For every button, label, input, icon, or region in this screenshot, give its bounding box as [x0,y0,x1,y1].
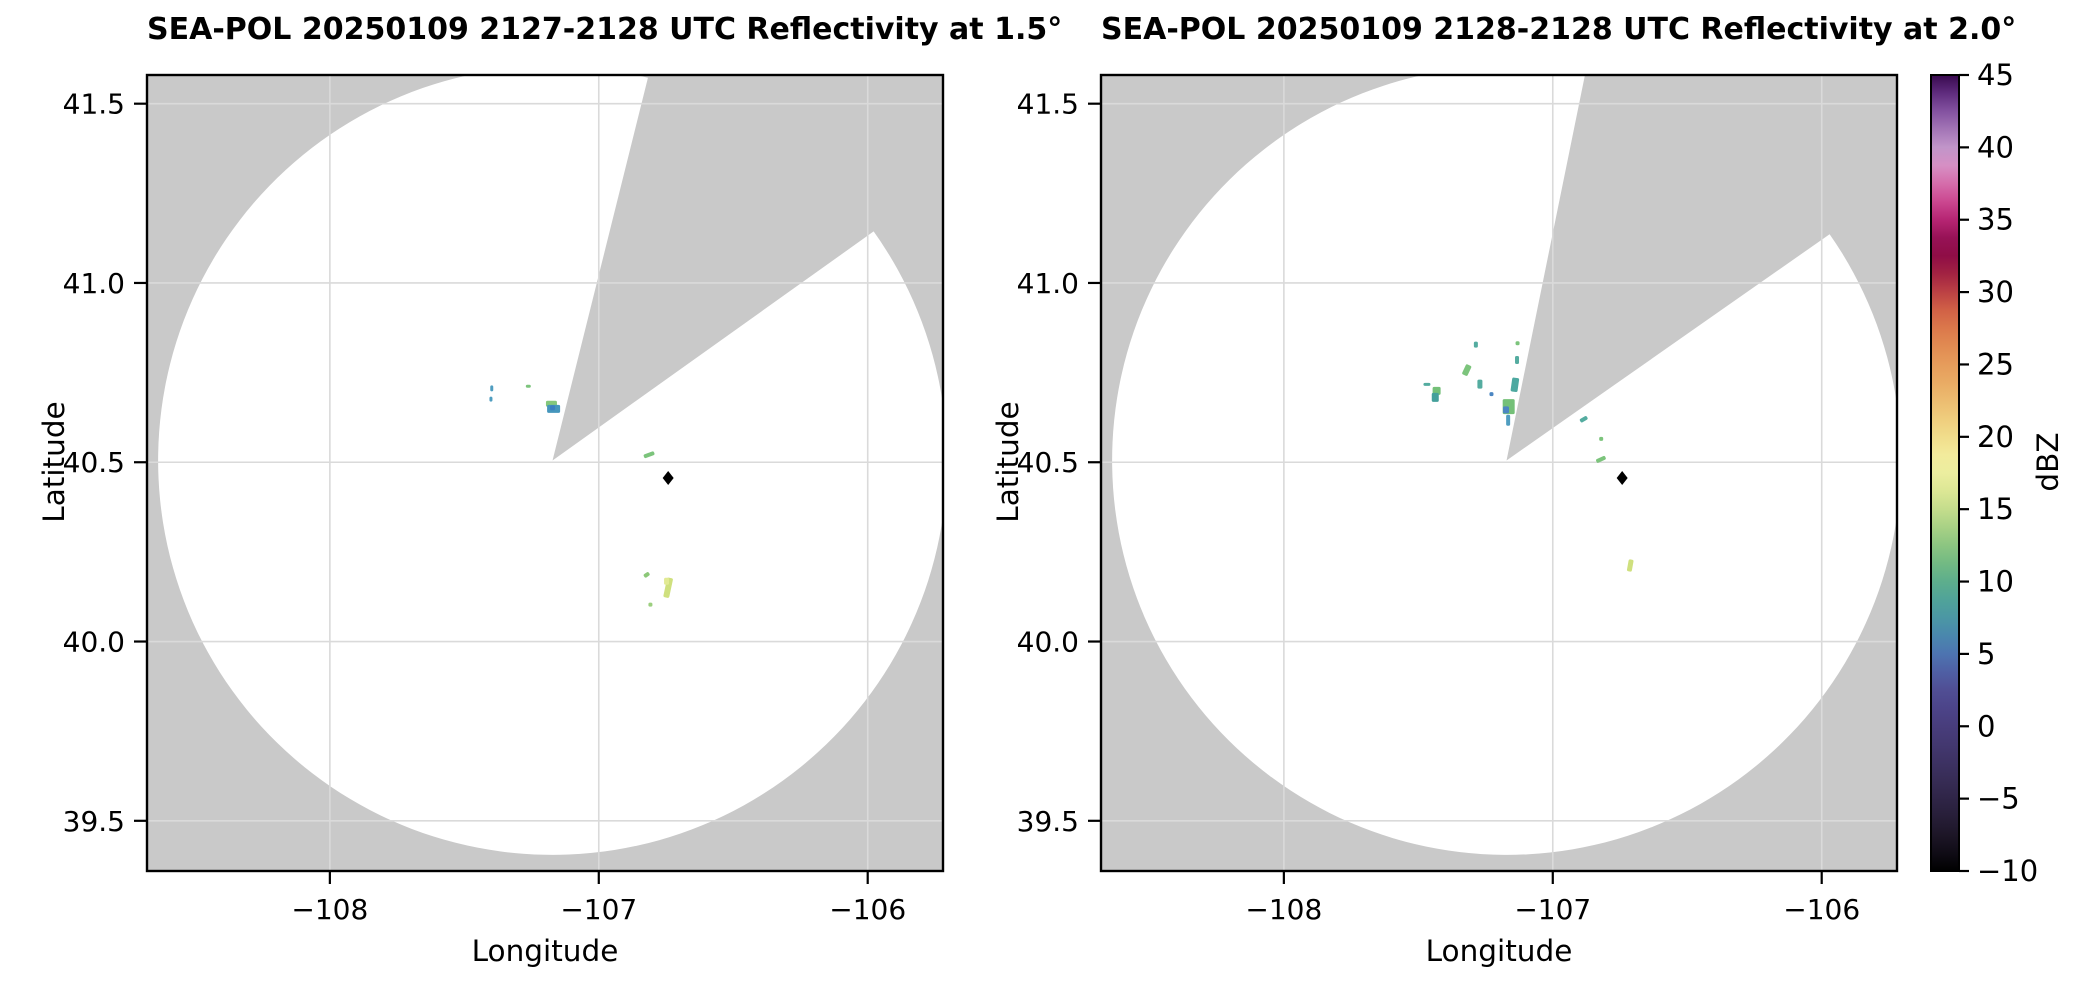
colorbar: 45 40 35 30 25 20 15 10 5 0 −5 −10 [1930,58,2038,888]
colorbar-tick-label: 35 [1977,203,2014,237]
y-tick-label: 41.5 [1017,88,1079,121]
plot-border [1099,73,1899,873]
x-tick-label: −106 [1783,893,1860,926]
echo-pixel [1510,377,1520,393]
site-marker-diamond [1616,471,1628,486]
echo-pixel [1462,364,1472,376]
echo-pixel [550,405,556,411]
echo-pixel [1596,455,1606,463]
x-tick-label: −107 [1514,893,1591,926]
colorbar-tick-label: 20 [1977,420,2014,454]
x-tick-label: −108 [1245,893,1322,926]
x-tick-label: −107 [560,893,637,926]
echo-pixel [643,572,650,578]
y-tick-label: 41.0 [1017,267,1079,300]
colorbar-tick-label: 45 [1977,58,2014,92]
echo-pixel [1473,341,1478,348]
y-tick-label: 40.5 [63,446,125,479]
y-tick-label: 40.0 [1017,626,1079,659]
echo-pixel [1431,392,1439,402]
x-axis-label-right: Longitude [1425,934,1573,968]
x-axis-label-left: Longitude [471,934,619,968]
colorbar-tick-label: 10 [1977,565,2014,599]
echo-pixel [489,396,493,402]
y-tick-label: 41.5 [63,88,125,121]
colorbar-tick-label: 15 [1977,492,2014,526]
colorbar-tick-label: 25 [1977,347,2014,381]
echo-pixel [1506,414,1511,426]
echo-pixel [525,384,531,388]
colorbar-tick-label: 5 [1977,637,1995,671]
echo-pixel [664,577,670,585]
radar-coverage-area [1112,75,1897,855]
echo-pixel [1489,392,1494,397]
site-marker-diamond [662,471,674,486]
echo-pixel [643,451,655,459]
y-axis-label-right: Latitude [991,401,1025,523]
y-tick-label: 39.5 [1017,805,1079,838]
colorbar-gradient [1931,75,1959,871]
y-tick-label: 40.5 [1017,446,1079,479]
colorbar-border [1930,74,1960,872]
colorbar-tick-label: 0 [1977,709,1995,743]
panel-title-right: SEA-POL 20250109 2128-2128 UTC Reflectiv… [1101,12,2017,47]
panel-title-left: SEA-POL 20250109 2127-2128 UTC Reflectiv… [147,12,1063,47]
echo-pixel [1423,382,1431,386]
radar-coverage-area [158,75,943,855]
echo-pixel [663,577,673,598]
echo-pixel [1626,559,1634,572]
echo-pixel [1477,379,1483,389]
plot-border [145,73,945,873]
echo-pixel [648,602,653,607]
y-tick-label: 39.5 [63,805,125,838]
radar-panel-left: −108 −107 −106 41.5 41.0 40.5 40.0 39.5 [63,73,945,926]
echo-pixel [1515,356,1520,365]
x-tick-label: −106 [829,893,906,926]
colorbar-tick-label: 40 [1977,130,2014,164]
colorbar-tick-label: −5 [1977,782,2020,816]
y-tick-label: 40.0 [63,626,125,659]
colorbar-label: dBZ [2031,432,2065,492]
echo-pixel [1502,406,1509,414]
echo-pixel [1515,341,1520,346]
radar-panel-right: −108 −107 −106 41.5 41.0 40.5 40.0 39.5 [1017,73,1899,926]
y-axis-label-left: Latitude [37,401,71,523]
colorbar-tick-label: 30 [1977,275,2014,309]
x-tick-label: −108 [291,893,368,926]
echo-pixel [1579,416,1588,423]
y-tick-label: 41.0 [63,267,125,300]
colorbar-tick-label: −10 [1977,854,2038,888]
echo-pixel [490,385,494,392]
echo-pixel [1599,436,1604,441]
